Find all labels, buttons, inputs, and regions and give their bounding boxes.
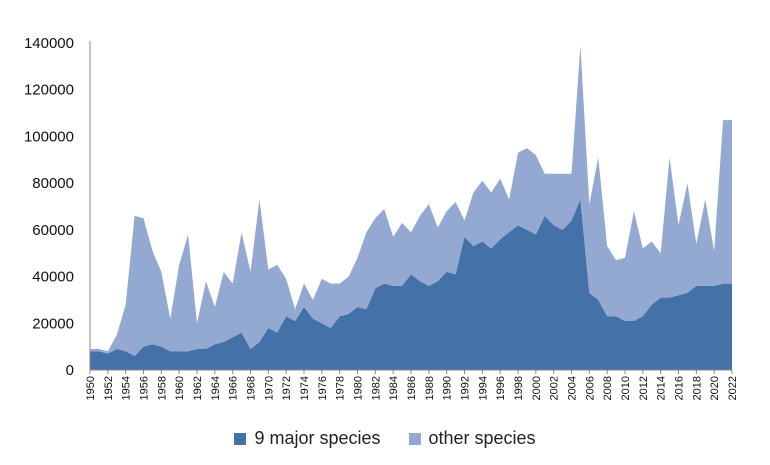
stacked-area-chart: 020000400006000080000100000120000140000 …	[24, 35, 739, 400]
x-tick-label: 2020	[709, 376, 721, 400]
x-tick-label: 1960	[174, 376, 186, 400]
x-tick-label: 1954	[121, 376, 133, 400]
area-series-other-species	[90, 45, 732, 356]
x-tick-label: 1994	[477, 376, 489, 400]
x-tick-label: 2018	[691, 376, 703, 400]
x-tick-label: 1998	[513, 376, 525, 400]
x-tick-label: 1964	[210, 376, 222, 400]
x-tick-label: 2022	[727, 376, 739, 400]
x-tick-label: 2016	[674, 376, 686, 400]
x-tick-label: 1968	[246, 376, 258, 400]
x-tick-label: 2004	[567, 376, 579, 400]
x-tick-label: 1974	[299, 376, 311, 400]
area-series-major-species	[90, 199, 732, 370]
y-tick-label: 100000	[24, 128, 74, 145]
y-axis-ticks: 0 20000 40000 60000 80000 100000 120000 140000	[24, 35, 74, 379]
y-tick-label: 20000	[32, 315, 74, 332]
x-tick-label: 1952	[103, 376, 115, 400]
legend-swatch-major-species	[234, 432, 247, 445]
x-tick-label: 2006	[584, 376, 596, 400]
x-tick-label: 2014	[656, 376, 668, 400]
legend-item-major-species: 9 major species	[234, 428, 381, 449]
x-tick-label: 1986	[406, 376, 418, 400]
legend-label-major-species: 9 major species	[254, 428, 381, 448]
legend-swatch-other-species	[408, 432, 421, 445]
x-tick-label: 1970	[263, 376, 275, 400]
y-tick-label: 120000	[24, 82, 74, 99]
x-tick-label: 2008	[602, 376, 614, 400]
y-tick-label: 40000	[32, 269, 74, 286]
x-tick-label: 1980	[353, 376, 365, 400]
x-tick-label: 1962	[192, 376, 204, 400]
x-tick-label: 1976	[317, 376, 329, 400]
y-tick-label: 80000	[32, 175, 74, 192]
x-tick-label: 1972	[281, 376, 293, 400]
y-tick-label: 60000	[32, 222, 74, 239]
x-tick-label: 1958	[156, 376, 168, 400]
chart-areas	[90, 45, 732, 370]
legend: 9 major species other species	[0, 428, 770, 449]
x-tick-label: 1956	[139, 376, 151, 400]
x-tick-label: 2010	[620, 376, 632, 400]
x-tick-label: 2012	[638, 376, 650, 400]
y-tick-label: 140000	[24, 35, 74, 52]
x-tick-label: 1984	[388, 376, 400, 400]
x-tick-label: 1988	[424, 376, 436, 400]
x-tick-label: 2000	[531, 376, 543, 400]
x-tick-label: 1982	[370, 376, 382, 400]
x-tick-label: 2002	[549, 376, 561, 400]
x-tick-label: 1950	[85, 376, 97, 400]
y-tick-label: 0	[66, 362, 74, 379]
legend-item-other-species: other species	[408, 428, 536, 449]
x-tick-label: 1966	[228, 376, 240, 400]
legend-label-other-species: other species	[428, 428, 536, 448]
x-tick-label: 1996	[495, 376, 507, 400]
x-axis-ticks: 1950 1952 1954 1956 1958 1960 1962 1964 1966 1968…	[85, 370, 739, 400]
x-tick-label: 1990	[442, 376, 454, 400]
x-tick-label: 1992	[460, 376, 472, 400]
x-tick-label: 1978	[335, 376, 347, 400]
